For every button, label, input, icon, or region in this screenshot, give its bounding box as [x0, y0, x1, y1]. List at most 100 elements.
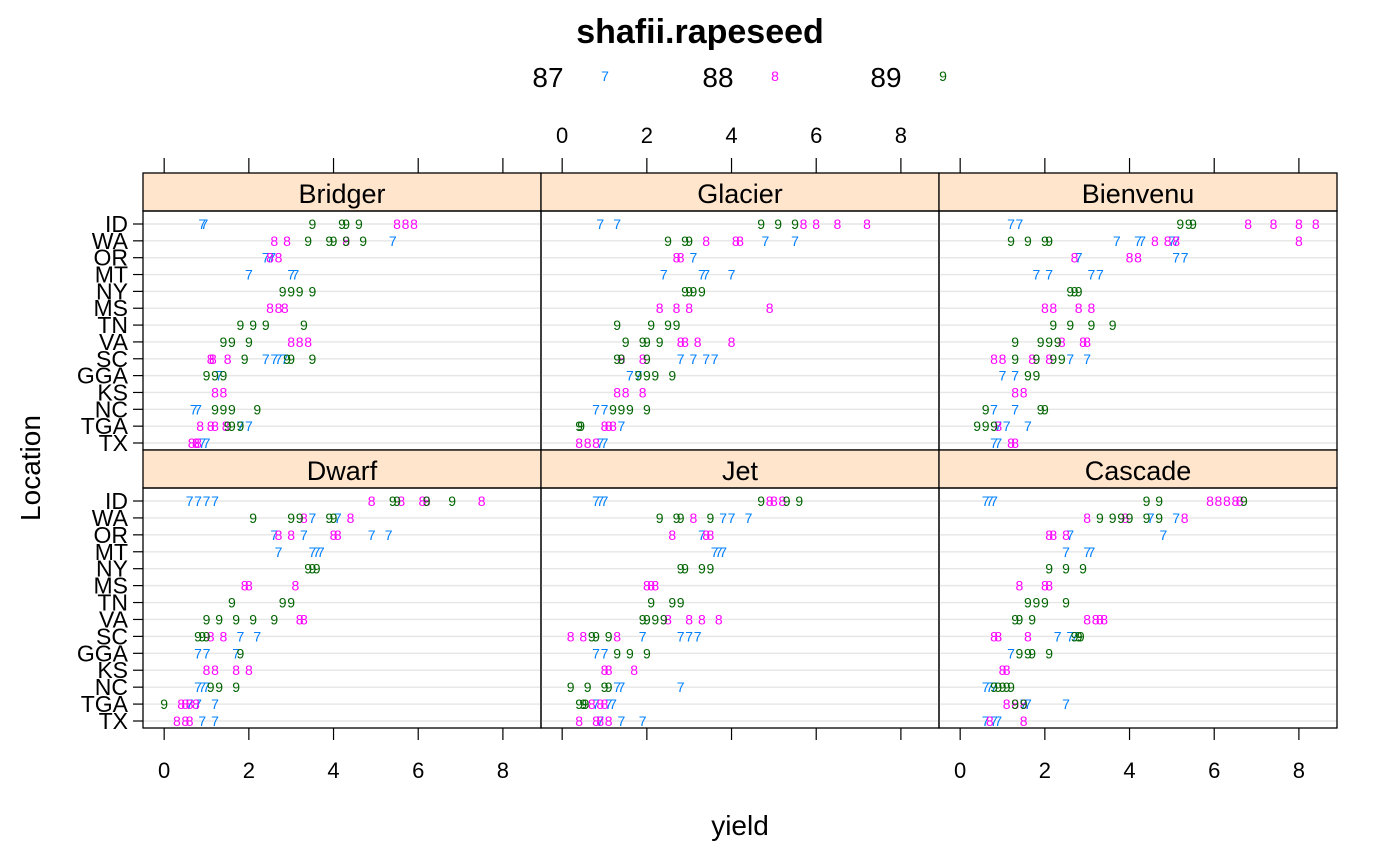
legend-label: 89	[870, 62, 901, 93]
data-point-87: 7	[702, 351, 710, 367]
data-point-88: 8	[601, 418, 609, 434]
data-point-89: 9	[1024, 368, 1032, 384]
data-point-87: 7	[690, 250, 698, 266]
data-point-87: 7	[677, 351, 685, 367]
data-point-89: 9	[237, 317, 245, 333]
data-point-88: 8	[1232, 493, 1240, 509]
x-tick-label: 6	[412, 758, 424, 783]
data-point-87: 7	[186, 493, 194, 509]
data-point-88: 8	[651, 578, 659, 594]
data-point-88: 8	[639, 351, 647, 367]
panel-strip	[540, 172, 940, 212]
data-point-89: 9	[681, 561, 689, 577]
data-point-88: 8	[605, 713, 613, 729]
data-point-88: 8	[1295, 233, 1303, 249]
x-tick-label: 0	[158, 758, 170, 783]
data-point-87: 7	[253, 628, 261, 644]
data-point-87: 7	[719, 544, 727, 560]
data-point-89: 9	[1176, 216, 1184, 232]
data-point-88: 8	[410, 216, 418, 232]
location-label: VA	[99, 607, 129, 633]
location-label: KS	[97, 657, 128, 683]
data-point-89: 9	[249, 510, 257, 526]
data-point-89: 9	[635, 368, 643, 384]
data-point-88: 8	[588, 696, 596, 712]
data-point-88: 8	[994, 418, 1002, 434]
data-point-87: 7	[728, 510, 736, 526]
data-point-89: 9	[220, 368, 228, 384]
data-point-89: 9	[656, 334, 664, 350]
data-point-88: 8	[1075, 300, 1083, 316]
data-point-88: 8	[766, 300, 774, 316]
data-point-87: 7	[1160, 527, 1168, 543]
data-point-89: 9	[1011, 351, 1019, 367]
data-point-87: 7	[990, 435, 998, 451]
location-label: TX	[99, 430, 128, 456]
data-point-89: 9	[198, 628, 206, 644]
data-point-87: 7	[309, 510, 317, 526]
data-point-89: 9	[237, 418, 245, 434]
data-point-88: 8	[812, 216, 820, 232]
data-point-89: 9	[613, 645, 621, 661]
data-point-89: 9	[215, 612, 223, 628]
data-point-89: 9	[579, 696, 587, 712]
data-point-89: 9	[203, 628, 211, 644]
data-point-89: 9	[577, 418, 585, 434]
data-point-88: 8	[1020, 385, 1028, 401]
data-point-88: 8	[592, 713, 600, 729]
data-point-88: 8	[605, 418, 613, 434]
data-point-89: 9	[228, 418, 236, 434]
data-point-88: 8	[1020, 696, 1028, 712]
data-point-88: 8	[275, 527, 283, 543]
data-point-87: 7	[1172, 250, 1180, 266]
data-point-87: 7	[982, 713, 990, 729]
data-point-88: 8	[181, 713, 189, 729]
data-point-88: 8	[1223, 493, 1231, 509]
data-point-88: 8	[656, 300, 664, 316]
y-axis-label: Location	[15, 415, 46, 521]
data-point-87: 7	[198, 713, 206, 729]
data-point-89: 9	[592, 628, 600, 644]
data-point-89: 9	[1054, 334, 1062, 350]
data-point-89: 9	[283, 351, 291, 367]
data-point-89: 9	[622, 334, 630, 350]
data-point-88: 8	[1058, 334, 1066, 350]
data-point-87: 7	[1071, 628, 1079, 644]
location-label: MS	[94, 573, 129, 599]
data-point-87: 7	[677, 628, 685, 644]
data-point-89: 9	[990, 679, 998, 695]
data-point-89: 9	[994, 679, 1002, 695]
data-point-87: 7	[266, 250, 274, 266]
location-label: TN	[97, 312, 128, 338]
data-point-87: 7	[592, 696, 600, 712]
data-point-88: 8	[207, 351, 215, 367]
data-point-87: 7	[389, 233, 397, 249]
data-point-89: 9	[1075, 283, 1083, 299]
panel-strip	[938, 449, 1338, 489]
data-point-88: 8	[192, 435, 200, 451]
location-label: WA	[92, 228, 129, 254]
data-point-89: 9	[215, 679, 223, 695]
data-point-89: 9	[1016, 645, 1024, 661]
data-point-88: 8	[685, 612, 693, 628]
data-point-88: 8	[207, 418, 215, 434]
data-point-87: 7	[1147, 510, 1155, 526]
data-point-89: 9	[990, 418, 998, 434]
x-tick-label: 6	[1208, 758, 1220, 783]
data-point-88: 8	[677, 334, 685, 350]
data-point-87: 7	[994, 713, 1002, 729]
data-point-89: 9	[609, 401, 617, 417]
data-point-87: 7	[198, 435, 206, 451]
data-point-89: 9	[249, 612, 257, 628]
data-point-89: 9	[1033, 351, 1041, 367]
data-point-88: 8	[1312, 216, 1320, 232]
data-point-89: 9	[685, 283, 693, 299]
data-point-87: 7	[592, 401, 600, 417]
data-point-88: 8	[567, 628, 575, 644]
data-point-88: 8	[186, 713, 194, 729]
data-point-88: 8	[402, 216, 410, 232]
data-point-87: 7	[215, 368, 223, 384]
data-point-89: 9	[203, 368, 211, 384]
data-point-88: 8	[211, 385, 219, 401]
x-tick-label-top: 8	[895, 123, 907, 148]
